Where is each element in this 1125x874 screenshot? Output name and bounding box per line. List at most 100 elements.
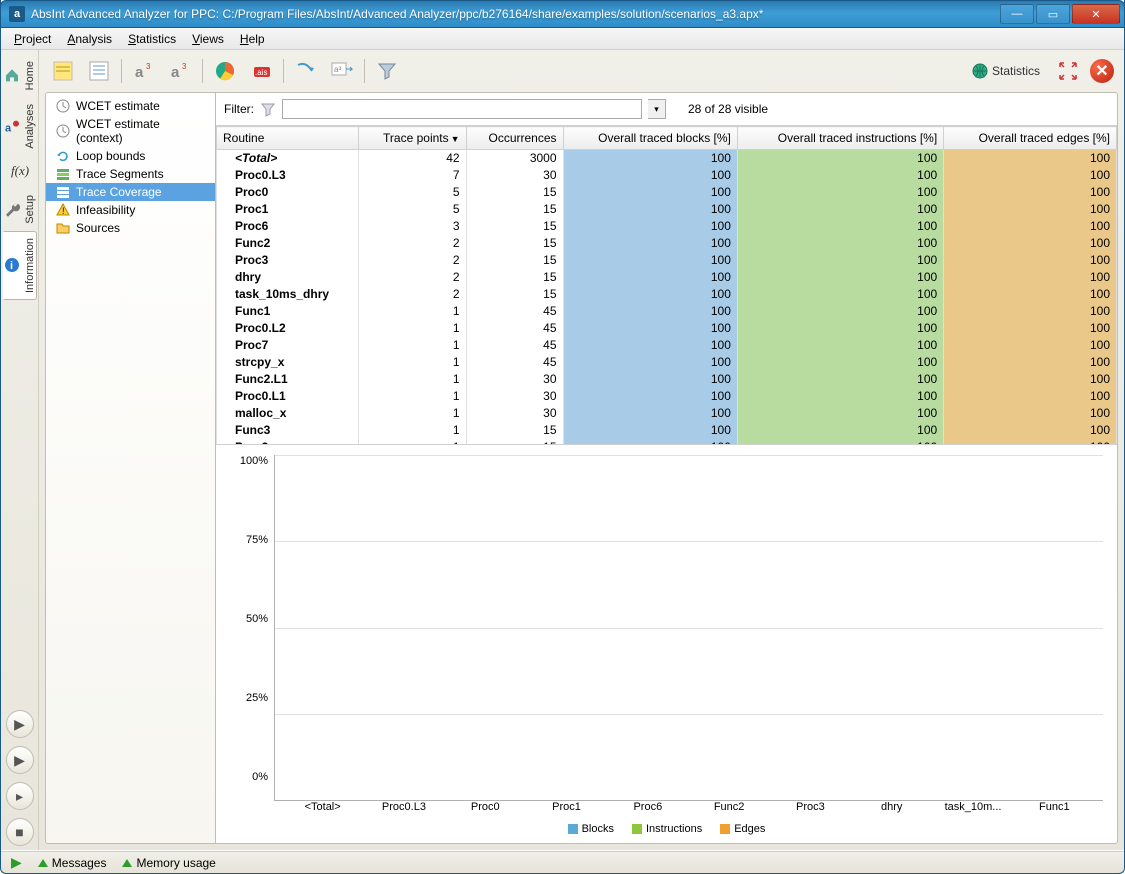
tree-item-label: Loop bounds — [76, 149, 145, 163]
svg-text:i: i — [10, 260, 13, 272]
table-row[interactable]: task_10ms_dhry215100100100 — [217, 286, 1117, 303]
svg-text:3: 3 — [182, 62, 187, 71]
table-row[interactable]: Proc0.L2145100100100 — [217, 320, 1117, 337]
table-row[interactable]: Func2.L1130100100100 — [217, 371, 1117, 388]
minimize-button[interactable]: ― — [1000, 4, 1034, 24]
maximize-button[interactable]: ▭ — [1036, 4, 1070, 24]
navigation-tree: WCET estimate WCET estimate (context) Loop… — [46, 93, 216, 843]
tool-list-icon[interactable] — [85, 57, 113, 85]
legend-item: Edges — [720, 823, 765, 835]
svg-text:.ais: .ais — [255, 68, 267, 77]
filter-input[interactable] — [282, 99, 642, 119]
menu-help[interactable]: Help — [232, 30, 273, 48]
tool-a3-icon[interactable]: a3 — [130, 57, 158, 85]
tool-a3alt-icon[interactable]: a3 — [166, 57, 194, 85]
play-icon[interactable]: ▶ — [11, 854, 22, 871]
rail-tab-fx[interactable]: f(x) — [3, 156, 37, 188]
rail-tab-analyses[interactable]: a Analyses — [3, 97, 37, 156]
tool-expand-icon[interactable] — [1054, 57, 1082, 85]
table-row[interactable]: Proc6315100100100 — [217, 218, 1117, 235]
tool-ais-icon[interactable]: .ais — [247, 57, 275, 85]
tree-item-infeasibility[interactable]: !Infeasibility — [46, 201, 215, 219]
tool-a3arrow-icon[interactable]: a³ — [328, 57, 356, 85]
legend-swatch — [568, 824, 578, 834]
triangle-icon — [38, 859, 48, 867]
panel-close-button[interactable]: ✕ — [1090, 59, 1114, 83]
tree-item-wcet-estimate-context-[interactable]: WCET estimate (context) — [46, 115, 215, 147]
tree-item-loop-bounds[interactable]: Loop bounds — [46, 147, 215, 165]
menu-statistics[interactable]: Statistics — [120, 30, 184, 48]
loop-icon — [56, 149, 70, 163]
folder-icon — [56, 221, 70, 235]
tree-item-label: WCET estimate — [76, 99, 160, 113]
table-row[interactable]: <Total>423000100100100 — [217, 150, 1117, 168]
filter-dropdown[interactable]: ▾ — [648, 99, 666, 119]
tree-item-wcet-estimate[interactable]: WCET estimate — [46, 97, 215, 115]
svg-text:3: 3 — [146, 62, 151, 71]
funnel-icon — [260, 101, 276, 117]
table-row[interactable]: Proc1515100100100 — [217, 201, 1117, 218]
rail-tab-home[interactable]: Home — [3, 54, 37, 97]
globe-icon — [972, 63, 988, 79]
col-tp[interactable]: Trace points▼ — [359, 127, 466, 150]
coverage-table: RoutineTrace points▼OccurrencesOverall t… — [216, 126, 1117, 445]
clock-icon — [56, 99, 70, 113]
chart-x-axis: <Total>Proc0.L3Proc0Proc1Proc6Func2Proc3… — [230, 801, 1103, 819]
fx-icon: f(x) — [11, 163, 29, 181]
rail-tab-information[interactable]: i Information — [3, 231, 37, 300]
close-button[interactable]: ✕ — [1072, 4, 1120, 24]
col-blocks[interactable]: Overall traced blocks [%] — [563, 127, 737, 150]
side-rail: Home a Analyses f(x) Setup i Information… — [1, 50, 39, 850]
col-occ[interactable]: Occurrences — [466, 127, 563, 150]
rail-step-button[interactable]: ▸ — [6, 782, 34, 810]
rail-stop-button[interactable]: ■ — [6, 818, 34, 846]
tool-funnel-icon[interactable] — [373, 57, 401, 85]
table-row[interactable]: Proc0.L1130100100100 — [217, 388, 1117, 405]
status-memory[interactable]: Memory usage — [122, 856, 215, 870]
table-row[interactable]: Func1145100100100 — [217, 303, 1117, 320]
table-row[interactable]: strcpy_x145100100100 — [217, 354, 1117, 371]
triangle-icon — [122, 859, 132, 867]
tool-pie-icon[interactable] — [211, 57, 239, 85]
table-row[interactable]: dhry215100100100 — [217, 269, 1117, 286]
legend-swatch — [720, 824, 730, 834]
col-edges[interactable]: Overall traced edges [%] — [944, 127, 1117, 150]
svg-text:a: a — [135, 64, 144, 81]
statistics-label: Statistics — [992, 64, 1040, 78]
table-row[interactable]: Proc7145100100100 — [217, 337, 1117, 354]
tree-item-sources[interactable]: Sources — [46, 219, 215, 237]
status-messages[interactable]: Messages — [38, 856, 107, 870]
menu-views[interactable]: Views — [184, 30, 232, 48]
info-icon: i — [4, 256, 20, 274]
tree-item-trace-segments[interactable]: Trace Segments — [46, 165, 215, 183]
rail-play-button[interactable]: ▶ — [6, 710, 34, 738]
table-row[interactable]: Func3115100100100 — [217, 422, 1117, 439]
chart-y-axis: 100%75%50%25%0% — [230, 455, 274, 801]
table-row[interactable]: Proc2115100100100 — [217, 439, 1117, 445]
chart-legend: Blocks Instructions Edges — [230, 819, 1103, 839]
col-instr[interactable]: Overall traced instructions [%] — [737, 127, 943, 150]
legend-item: Instructions — [632, 823, 702, 835]
legend-item: Blocks — [568, 823, 614, 835]
ai-icon: a — [4, 118, 20, 136]
rail-tab-setup[interactable]: Setup — [3, 188, 37, 231]
rail-play2-button[interactable]: ▶ — [6, 746, 34, 774]
col-routine[interactable]: Routine — [217, 127, 359, 150]
svg-text:a³: a³ — [334, 65, 341, 74]
rail-label: Analyses — [24, 104, 36, 149]
table-row[interactable]: Func2215100100100 — [217, 235, 1117, 252]
trace-icon — [56, 167, 70, 181]
menu-project[interactable]: Project — [6, 30, 59, 48]
tool-notes-icon[interactable] — [49, 57, 77, 85]
home-icon — [4, 67, 20, 85]
table-row[interactable]: Proc0.L3730100100100 — [217, 167, 1117, 184]
tree-item-label: WCET estimate (context) — [76, 117, 209, 145]
tree-item-trace-coverage[interactable]: Trace Coverage — [46, 183, 215, 201]
statistics-button[interactable]: Statistics — [966, 61, 1046, 81]
rail-label: Home — [24, 61, 36, 90]
table-row[interactable]: malloc_x130100100100 — [217, 405, 1117, 422]
menu-analysis[interactable]: Analysis — [59, 30, 120, 48]
table-row[interactable]: Proc0515100100100 — [217, 184, 1117, 201]
tool-arrow-icon[interactable] — [292, 57, 320, 85]
table-row[interactable]: Proc3215100100100 — [217, 252, 1117, 269]
